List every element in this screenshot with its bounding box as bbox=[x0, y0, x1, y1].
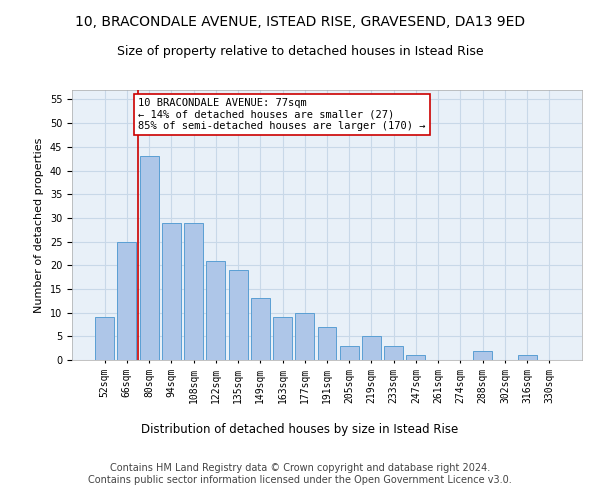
Bar bbox=[162, 222, 181, 360]
Bar bbox=[140, 156, 158, 360]
Bar bbox=[473, 350, 492, 360]
Bar bbox=[229, 270, 248, 360]
Text: Contains HM Land Registry data © Crown copyright and database right 2024.
Contai: Contains HM Land Registry data © Crown c… bbox=[88, 464, 512, 485]
Bar bbox=[362, 336, 381, 360]
Bar bbox=[406, 356, 425, 360]
Bar bbox=[384, 346, 403, 360]
Bar bbox=[518, 356, 536, 360]
Text: 10, BRACONDALE AVENUE, ISTEAD RISE, GRAVESEND, DA13 9ED: 10, BRACONDALE AVENUE, ISTEAD RISE, GRAV… bbox=[75, 15, 525, 29]
Text: 10 BRACONDALE AVENUE: 77sqm
← 14% of detached houses are smaller (27)
85% of sem: 10 BRACONDALE AVENUE: 77sqm ← 14% of det… bbox=[139, 98, 426, 132]
Bar bbox=[184, 222, 203, 360]
Bar bbox=[118, 242, 136, 360]
Bar bbox=[273, 318, 292, 360]
Text: Distribution of detached houses by size in Istead Rise: Distribution of detached houses by size … bbox=[142, 422, 458, 436]
Bar bbox=[95, 318, 114, 360]
Bar bbox=[295, 312, 314, 360]
Bar bbox=[206, 260, 225, 360]
Y-axis label: Number of detached properties: Number of detached properties bbox=[34, 138, 44, 312]
Text: Size of property relative to detached houses in Istead Rise: Size of property relative to detached ho… bbox=[116, 45, 484, 58]
Bar bbox=[251, 298, 270, 360]
Bar bbox=[317, 327, 337, 360]
Bar bbox=[340, 346, 359, 360]
